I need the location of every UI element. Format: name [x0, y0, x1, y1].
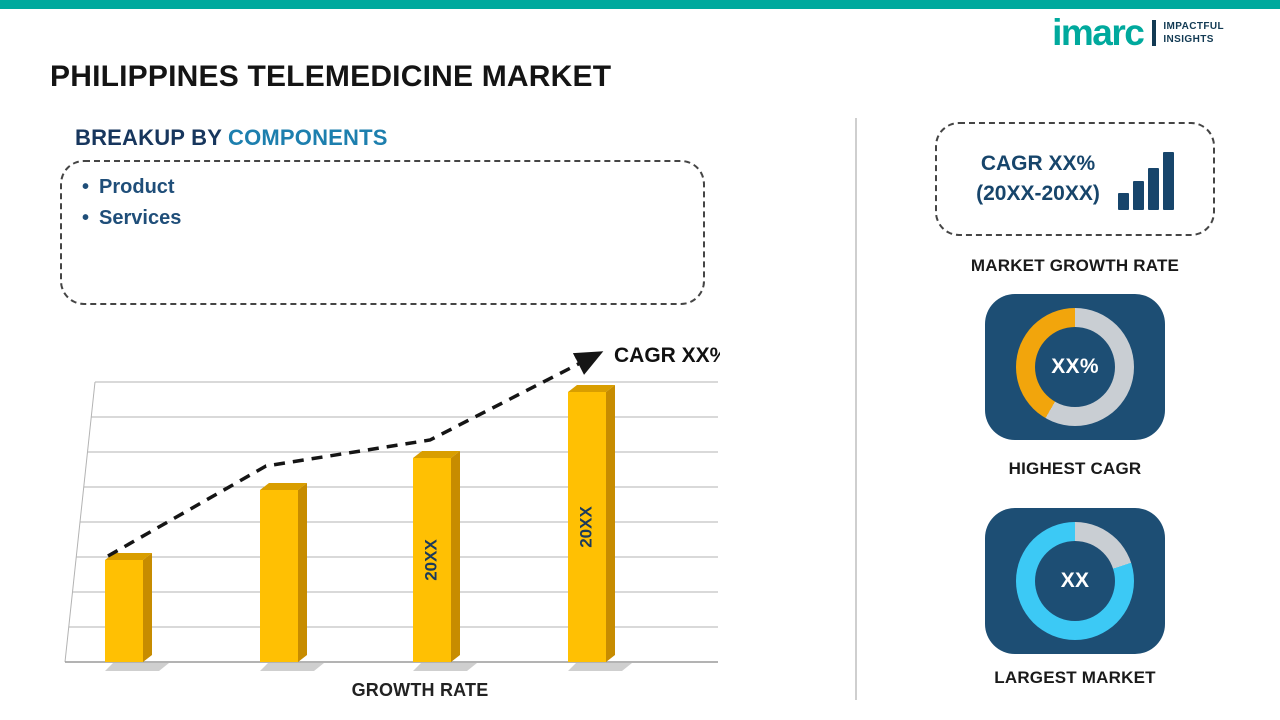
component-item: Product — [82, 176, 703, 199]
growth-bar-chart: 20XX 20XX CAGR XX% — [64, 344, 720, 671]
highest-cagr-tile: XX% — [985, 294, 1165, 440]
largest-market-label: LARGEST MARKET — [994, 668, 1156, 687]
cagr-period-line: (20XX-20XX) — [976, 182, 1100, 205]
market-growth-rate-label: MARKET GROWTH RATE — [970, 256, 1180, 275]
section-divider — [855, 118, 857, 700]
bar-4-label: 20XX — [576, 506, 595, 548]
breakup-heading: BREAKUP BY COMPONENTS — [75, 125, 388, 151]
imarc-logo: imarc IMPACTFUL INSIGHTS — [1052, 14, 1224, 51]
bar-4: 20XX — [568, 385, 615, 662]
page-title: PHILIPPINES TELEMEDICINE MARKET — [50, 60, 612, 93]
largest-market-donut-chart: XX — [1016, 522, 1134, 640]
logo-tagline: IMPACTFUL INSIGHTS — [1152, 19, 1224, 46]
bar-3: 20XX — [413, 451, 460, 662]
largest-market-tile: XX — [985, 508, 1165, 654]
cagr-value-line: CAGR XX% — [980, 151, 1096, 175]
chart-x-axis-label: GROWTH RATE — [351, 680, 489, 700]
highest-cagr-donut-chart: XX% — [1016, 308, 1134, 426]
bar-3-label: 20XX — [421, 539, 440, 581]
bar-1 — [105, 553, 152, 662]
components-box: Product Services — [60, 160, 705, 305]
cagr-summary-text: CAGR XX% (20XX-20XX) — [976, 149, 1100, 210]
bar-chart-icon — [1117, 148, 1174, 210]
highest-cagr-label: HIGHEST CAGR — [1008, 459, 1142, 478]
trend-cagr-label: CAGR XX% — [614, 344, 720, 367]
trend-arrow — [107, 351, 604, 558]
largest-market-donut-center: XX — [1035, 541, 1115, 621]
logo-tagline-line2: INSIGHTS — [1163, 33, 1214, 45]
component-item: Services — [82, 207, 703, 230]
highest-cagr-value: XX% — [1051, 355, 1099, 378]
cagr-summary-box: CAGR XX% (20XX-20XX) — [935, 122, 1215, 236]
bar-shadows — [105, 663, 632, 671]
breakup-heading-highlight: COMPONENTS — [227, 125, 388, 150]
brand-top-bar — [0, 0, 1280, 9]
bar-2 — [260, 483, 307, 662]
largest-market-value: XX — [1060, 569, 1090, 592]
logo-tagline-line1: IMPACTFUL — [1163, 20, 1224, 32]
chart-gridlines — [64, 381, 718, 663]
bar-series: 20XX 20XX — [105, 385, 615, 662]
components-list: Product Services — [62, 162, 703, 230]
breakup-heading-prefix: BREAKUP BY — [75, 125, 228, 150]
imarc-logo-text: imarc — [1052, 12, 1145, 53]
highest-cagr-donut-center: XX% — [1035, 327, 1115, 407]
